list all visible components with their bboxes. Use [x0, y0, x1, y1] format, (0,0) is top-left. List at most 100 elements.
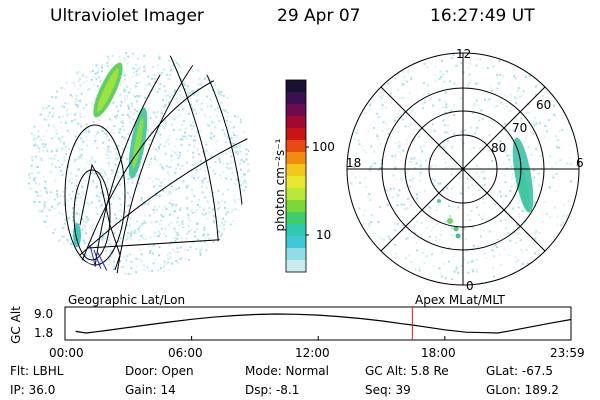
noise-pixel: [509, 93, 512, 96]
noise-pixel: [102, 237, 105, 240]
noise-pixel: [200, 167, 203, 170]
noise-pixel: [83, 116, 86, 118]
noise-pixel: [157, 146, 160, 148]
noise-pixel: [519, 248, 522, 251]
noise-pixel: [159, 137, 162, 140]
noise-pixel: [163, 145, 166, 148]
noise-pixel: [558, 130, 561, 132]
noise-pixel: [411, 109, 414, 112]
colorbar-step: [286, 260, 306, 273]
noise-pixel: [116, 170, 119, 173]
noise-pixel: [193, 177, 195, 179]
noise-pixel: [127, 106, 130, 109]
noise-pixel: [178, 129, 181, 131]
noise-pixel: [81, 190, 84, 193]
noise-pixel: [205, 95, 208, 98]
noise-pixel: [418, 191, 421, 194]
noise-pixel: [169, 256, 172, 259]
noise-pixel: [69, 122, 72, 125]
noise-pixel: [120, 100, 123, 103]
noise-pixel: [80, 148, 83, 151]
noise-pixel: [83, 241, 86, 244]
noise-pixel: [418, 266, 421, 269]
noise-pixel: [212, 169, 215, 172]
noise-pixel: [73, 212, 76, 215]
noise-pixel: [128, 224, 131, 227]
noise-pixel: [167, 138, 170, 141]
noise-pixel: [176, 247, 179, 250]
noise-pixel: [404, 80, 407, 82]
noise-pixel: [216, 140, 219, 143]
noise-pixel: [33, 179, 36, 182]
noise-pixel: [121, 113, 124, 116]
noise-pixel: [177, 157, 180, 160]
noise-pixel: [133, 188, 136, 191]
x-tick-2359: 23:59: [550, 346, 585, 360]
noise-pixel: [488, 230, 491, 233]
noise-pixel: [500, 263, 502, 266]
noise-pixel: [468, 73, 471, 76]
noise-pixel: [68, 132, 71, 135]
noise-pixel: [209, 136, 212, 139]
noise-pixel: [176, 237, 178, 240]
noise-pixel: [110, 132, 113, 135]
noise-pixel: [53, 136, 56, 138]
noise-pixel: [411, 180, 414, 183]
noise-pixel: [178, 224, 181, 227]
noise-pixel: [131, 179, 134, 182]
noise-pixel: [534, 252, 537, 255]
noise-pixel: [189, 246, 192, 249]
noise-pixel: [212, 192, 215, 194]
noise-pixel: [222, 163, 225, 165]
noise-pixel: [476, 58, 478, 61]
noise-pixel: [158, 178, 161, 181]
noise-pixel: [472, 112, 474, 114]
noise-pixel: [209, 166, 212, 169]
noise-pixel: [526, 111, 529, 114]
noise-pixel: [36, 172, 39, 175]
noise-pixel: [63, 222, 66, 225]
noise-pixel: [455, 268, 458, 271]
noise-pixel: [216, 106, 219, 109]
noise-pixel: [204, 196, 207, 199]
noise-pixel: [110, 203, 113, 206]
noise-pixel: [234, 208, 237, 211]
noise-pixel: [372, 150, 375, 153]
noise-pixel: [72, 219, 75, 222]
noise-pixel: [178, 65, 181, 68]
noise-pixel: [96, 176, 99, 179]
noise-pixel: [535, 231, 538, 234]
noise-pixel: [120, 121, 123, 123]
noise-pixel: [397, 147, 400, 149]
noise-pixel: [173, 151, 176, 154]
noise-pixel: [415, 242, 418, 244]
noise-pixel: [407, 198, 410, 200]
noise-pixel: [200, 185, 203, 188]
noise-pixel: [473, 102, 476, 105]
noise-pixel: [179, 113, 182, 116]
noise-pixel: [429, 61, 431, 64]
noise-pixel: [119, 104, 122, 107]
noise-pixel: [162, 215, 165, 218]
noise-pixel: [162, 68, 165, 71]
noise-pixel: [519, 233, 522, 236]
noise-pixel: [181, 138, 184, 141]
noise-pixel: [562, 221, 565, 224]
noise-pixel: [483, 170, 485, 173]
noise-pixel: [188, 92, 191, 95]
noise-pixel: [472, 268, 474, 271]
noise-pixel: [182, 137, 185, 139]
noise-pixel: [77, 192, 80, 195]
noise-pixel: [504, 127, 507, 130]
noise-pixel: [61, 213, 64, 216]
noise-pixel: [128, 253, 131, 256]
noise-pixel: [58, 212, 61, 215]
noise-pixel: [129, 121, 132, 124]
noise-pixel: [103, 64, 106, 67]
noise-pixel: [369, 198, 372, 201]
noise-pixel: [88, 255, 91, 258]
noise-pixel: [188, 259, 191, 261]
status-mode: Mode: Normal: [245, 364, 329, 378]
noise-pixel: [90, 101, 93, 104]
noise-pixel: [476, 126, 479, 129]
